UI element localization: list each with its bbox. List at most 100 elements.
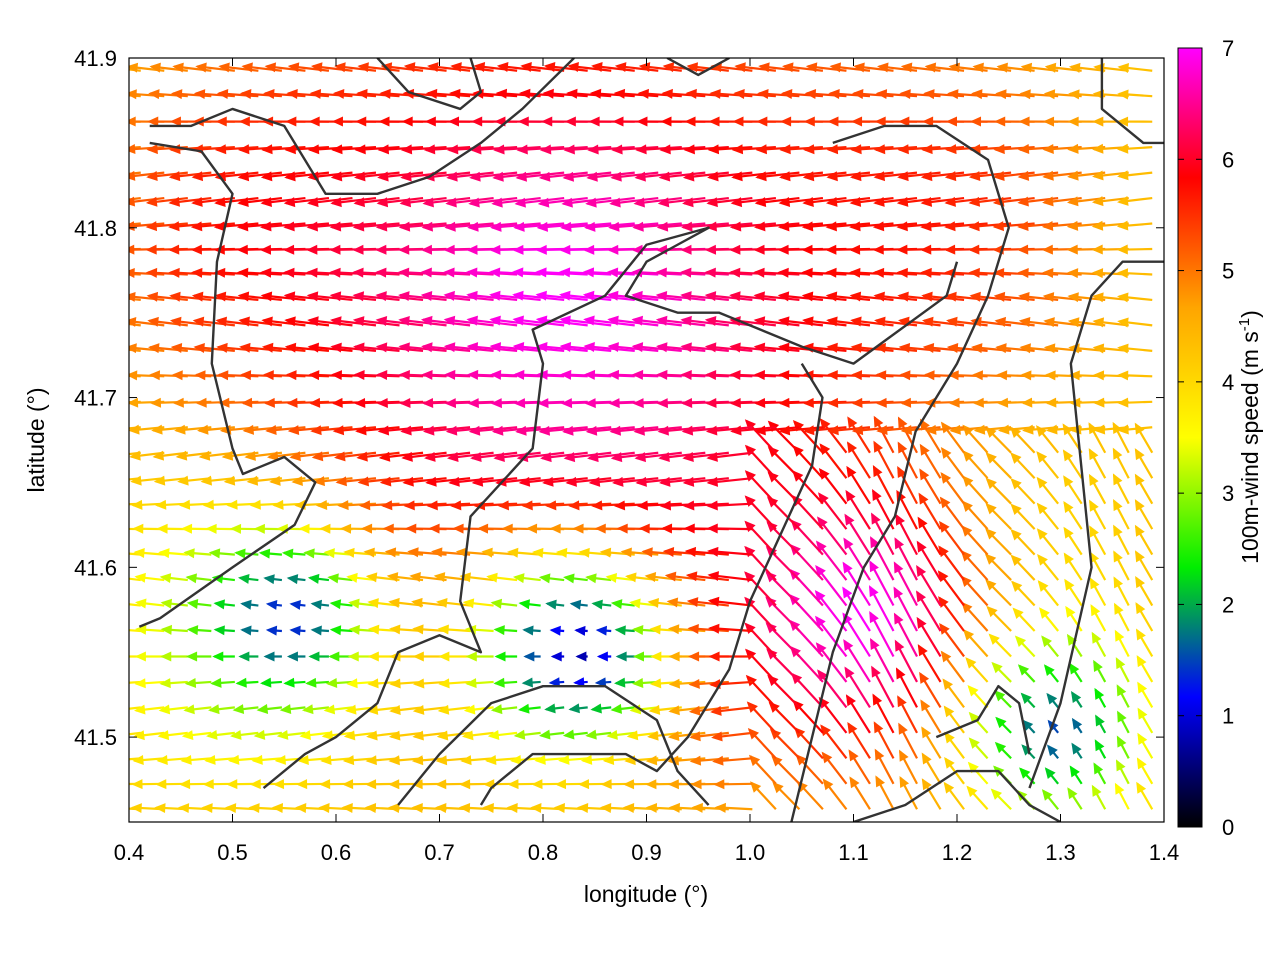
- colorbar-tick-label: 7: [1222, 36, 1234, 61]
- wind-arrow: [490, 598, 518, 609]
- wind-arrow: [436, 597, 471, 608]
- wind-arrow: [426, 500, 471, 511]
- wind-arrow: [129, 577, 141, 582]
- wind-arrow: [872, 267, 918, 278]
- wind-arrow: [512, 315, 565, 327]
- wind-arrow: [685, 88, 729, 99]
- wind-arrow: [563, 144, 612, 155]
- wind-arrow: [897, 144, 941, 155]
- wind-arrow: [594, 677, 612, 688]
- wind-arrow: [308, 651, 329, 662]
- wind-arrow: [473, 62, 518, 72]
- wind-arrow: [765, 571, 801, 607]
- wind-arrow: [213, 599, 235, 610]
- boundary-border-d: [397, 684, 710, 806]
- wind-arrow: [265, 425, 306, 435]
- wind-arrow: [682, 196, 729, 208]
- wind-arrow: [449, 88, 494, 99]
- wind-arrow: [307, 573, 330, 584]
- wind-arrow: [402, 476, 447, 487]
- wind-arrow: [168, 196, 212, 207]
- wind-arrow: [129, 272, 141, 276]
- wind-arrow: [325, 678, 353, 688]
- wind-arrow: [587, 144, 635, 155]
- wind-arrow: [1041, 635, 1060, 658]
- wind-arrow: [469, 171, 518, 182]
- wind-arrow: [939, 496, 965, 530]
- wind-arrow: [216, 89, 259, 100]
- wind-arrow: [658, 451, 706, 463]
- wind-arrow: [329, 267, 377, 278]
- wind-arrow: [822, 778, 848, 810]
- wind-arrow: [460, 755, 494, 766]
- wind-arrow: [849, 221, 894, 232]
- wind-arrow: [302, 704, 330, 715]
- wind-arrow: [521, 500, 565, 511]
- wind-arrow: [1063, 552, 1083, 581]
- wind-arrow: [607, 342, 659, 353]
- wind-arrow: [754, 221, 800, 232]
- wind-arrow: [559, 290, 612, 302]
- wind-arrow: [711, 731, 753, 742]
- wind-arrow: [968, 221, 1012, 232]
- wind-arrow: [826, 144, 871, 155]
- wind-arrow: [129, 757, 141, 761]
- wind-arrow: [734, 62, 776, 73]
- wind-arrow: [845, 694, 871, 734]
- wind-arrow: [170, 343, 212, 354]
- wind-arrow: [685, 571, 729, 582]
- wind-arrow: [129, 221, 165, 232]
- wind-arrow: [438, 678, 471, 689]
- wind-arrow: [283, 221, 330, 232]
- wind-arrow: [158, 548, 188, 559]
- wind-arrow: [562, 729, 588, 740]
- wind-arrow: [183, 704, 212, 715]
- wind-arrow: [462, 598, 494, 609]
- colorbar-tick-label: 4: [1222, 370, 1234, 395]
- wind-arrow: [352, 221, 400, 232]
- wind-arrow: [1091, 784, 1107, 810]
- wind-arrow: [1136, 781, 1154, 810]
- wind-arrow: [523, 651, 541, 662]
- wind-arrow: [1071, 742, 1083, 759]
- wind-arrow: [655, 290, 706, 302]
- wind-arrow: [712, 755, 753, 766]
- wind-arrow: [584, 221, 635, 232]
- wind-arrow: [237, 267, 282, 278]
- wind-arrow: [159, 678, 188, 689]
- wind-arrow: [516, 451, 565, 463]
- wind-arrow: [707, 144, 753, 155]
- wind-arrow: [353, 342, 400, 353]
- wind-arrow: [667, 624, 706, 635]
- wind-arrow: [1137, 681, 1154, 708]
- wind-arrow: [967, 684, 989, 709]
- boundary-border-e: [479, 362, 824, 806]
- wind-arrow: [376, 196, 424, 208]
- wind-arrow: [801, 291, 847, 302]
- wind-arrow: [916, 616, 942, 658]
- wind-arrow: [583, 315, 635, 327]
- wind-arrow: [1136, 655, 1154, 683]
- wind-arrow: [1114, 782, 1130, 810]
- wind-arrow: [821, 751, 848, 785]
- wind-arrow: [710, 705, 753, 716]
- wind-arrow: [894, 639, 918, 683]
- wind-arrow: [1134, 499, 1154, 530]
- wind-arrow: [213, 221, 259, 232]
- wind-arrow: [260, 221, 306, 232]
- wind-arrow: [375, 291, 424, 302]
- wind-arrow: [825, 291, 871, 302]
- wind-arrow: [1010, 478, 1036, 505]
- wind-arrow: [240, 599, 259, 610]
- wind-arrow: [289, 625, 306, 636]
- wind-arrow: [377, 171, 424, 182]
- wind-arrow: [1091, 631, 1107, 657]
- boundary-border-a: [138, 141, 317, 628]
- colorbar-tick-label: 2: [1222, 592, 1234, 617]
- wind-arrow: [681, 221, 729, 232]
- wind-arrow: [512, 290, 565, 302]
- wind-arrow: [916, 565, 942, 607]
- wind-arrow: [1063, 475, 1083, 505]
- wind-arrow: [375, 267, 424, 278]
- wind-arrow: [1064, 578, 1083, 607]
